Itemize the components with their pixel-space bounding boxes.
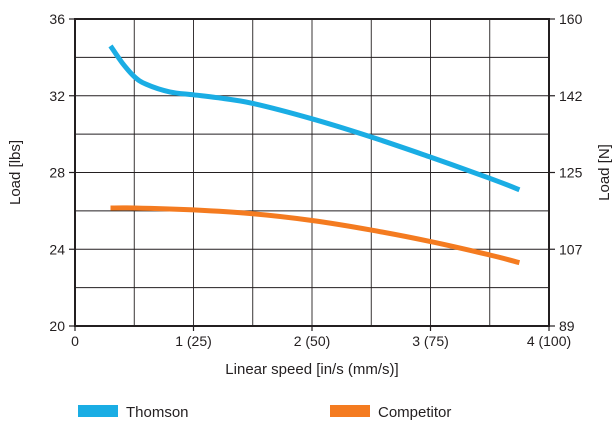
- y-tick-label-right: 142: [559, 88, 583, 104]
- y-tick-label-left: 32: [49, 88, 65, 104]
- series-line-competitor: [110, 205, 521, 266]
- y-tick-label-right: 89: [559, 318, 575, 334]
- x-tick-label: 1 (25): [175, 333, 212, 349]
- series-line-thomson: [108, 44, 521, 193]
- y-tick-label-right: 160: [559, 11, 583, 27]
- legend-swatch-thomson: [78, 405, 118, 417]
- x-tick-label: 4 (100): [527, 333, 571, 349]
- y-tick-label-left: 24: [49, 241, 65, 257]
- y-axis-label-left: Load [lbs]: [7, 140, 24, 205]
- y-tick-label-left: 20: [49, 318, 65, 334]
- x-axis-label: Linear speed [in/s (mm/s)]: [225, 361, 398, 378]
- y-tick-label-left: 28: [49, 165, 65, 181]
- grid: [75, 19, 549, 326]
- x-tick-label: 3 (75): [412, 333, 449, 349]
- x-tick-label: 0: [71, 333, 79, 349]
- series-lines: [108, 44, 521, 266]
- y-tick-label-right: 125: [559, 165, 583, 181]
- y-tick-label-left: 36: [49, 11, 65, 27]
- y-tick-label-right: 107: [559, 241, 583, 257]
- x-tick-label: 2 (50): [294, 333, 331, 349]
- axis-ticks: 0 1 (25) 2 (50) 3 (75) 4 (100) 20 89 24 107 28 125…: [49, 11, 582, 349]
- legend-label-competitor: Competitor: [378, 404, 451, 421]
- legend-label-thomson: Thomson: [126, 404, 189, 421]
- legend-swatch-competitor: [330, 405, 370, 417]
- legend: Thomson Competitor: [78, 404, 451, 421]
- y-axis-label-right: Load [N]: [596, 144, 613, 201]
